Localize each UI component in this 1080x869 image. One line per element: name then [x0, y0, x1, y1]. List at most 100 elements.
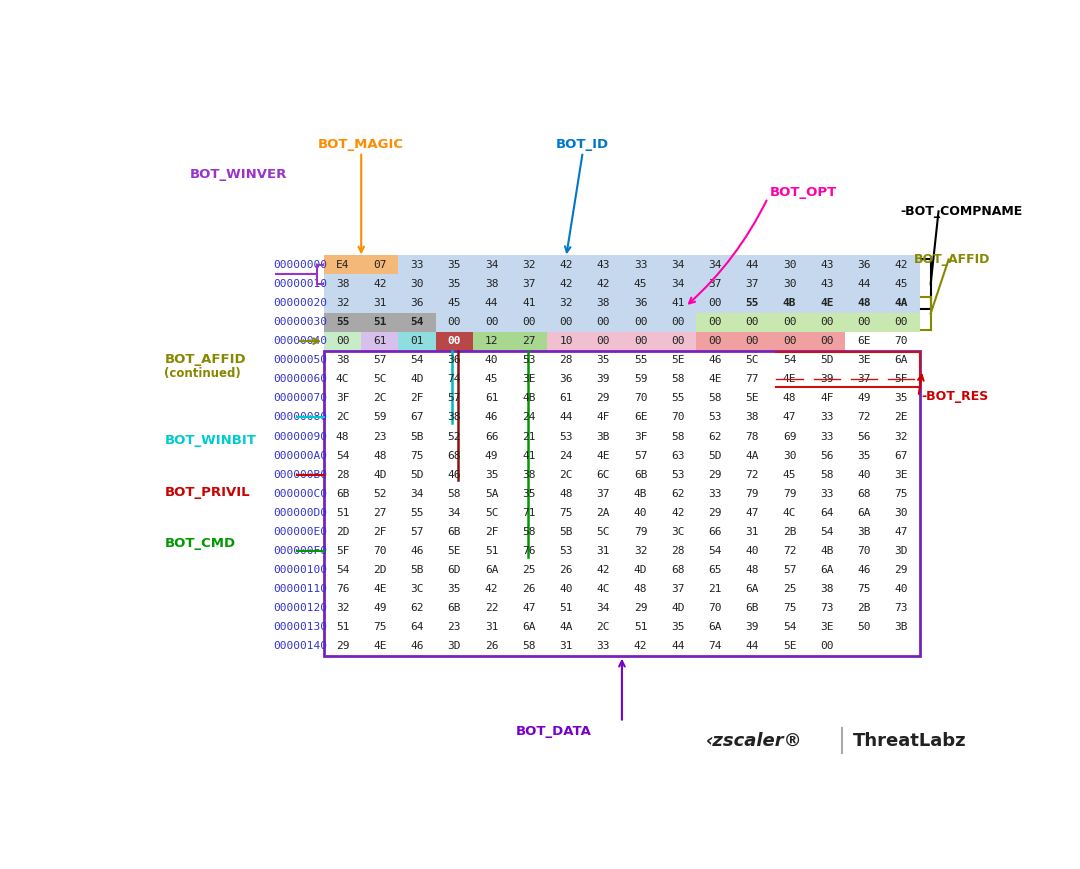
Text: 55: 55: [410, 507, 423, 518]
Text: 51: 51: [485, 546, 498, 556]
Text: 26: 26: [485, 641, 498, 651]
Text: 37: 37: [858, 375, 870, 384]
Text: 65: 65: [708, 565, 721, 575]
Text: 00: 00: [708, 298, 721, 308]
Text: 00: 00: [858, 317, 870, 327]
Text: 77: 77: [745, 375, 759, 384]
Text: BOT_CMD: BOT_CMD: [164, 537, 235, 550]
Text: 52: 52: [373, 488, 387, 499]
Text: 48: 48: [373, 450, 387, 461]
Text: 00000080: 00000080: [273, 413, 327, 422]
Text: 36: 36: [559, 375, 572, 384]
Text: 73: 73: [820, 603, 834, 614]
Text: 47: 47: [522, 603, 536, 614]
Text: 38: 38: [336, 279, 349, 289]
Text: 12: 12: [485, 336, 498, 346]
Text: 2C: 2C: [559, 469, 572, 480]
Text: 00: 00: [745, 317, 759, 327]
Text: 56: 56: [820, 450, 834, 461]
Text: 40: 40: [559, 584, 572, 594]
Text: 38: 38: [596, 298, 610, 308]
Text: 62: 62: [671, 488, 685, 499]
Text: 70: 70: [894, 336, 908, 346]
Text: 42: 42: [373, 279, 387, 289]
Text: 00: 00: [671, 336, 685, 346]
Text: 61: 61: [485, 394, 498, 403]
Bar: [324, 332, 361, 351]
Text: 35: 35: [858, 450, 870, 461]
Text: 000000F0: 000000F0: [273, 546, 327, 556]
Text: 2E: 2E: [894, 413, 908, 422]
Text: 00: 00: [634, 336, 647, 346]
Text: 26: 26: [559, 565, 572, 575]
Text: BOT_AFFID: BOT_AFFID: [164, 354, 246, 367]
Text: 26: 26: [522, 584, 536, 594]
Text: 00: 00: [596, 317, 610, 327]
Text: 2F: 2F: [485, 527, 498, 537]
Text: 46: 46: [708, 355, 721, 365]
Text: 46: 46: [447, 469, 461, 480]
Text: 6A: 6A: [485, 565, 498, 575]
Text: 75: 75: [858, 584, 870, 594]
Text: 37: 37: [708, 279, 721, 289]
Text: 00000120: 00000120: [273, 603, 327, 614]
Text: 79: 79: [783, 488, 796, 499]
Text: 67: 67: [410, 413, 423, 422]
Text: 57: 57: [373, 355, 387, 365]
Text: 10: 10: [559, 336, 572, 346]
Text: BOT_DATA: BOT_DATA: [515, 725, 592, 738]
Text: ‹zscaler®: ‹zscaler®: [706, 733, 802, 750]
Text: 4A: 4A: [559, 622, 572, 633]
Text: 46: 46: [858, 565, 870, 575]
Text: 54: 54: [410, 317, 423, 327]
Text: 21: 21: [708, 584, 721, 594]
Text: 68: 68: [447, 450, 461, 461]
Text: 53: 53: [522, 355, 536, 365]
Text: 29: 29: [596, 394, 610, 403]
Text: 6A: 6A: [820, 565, 834, 575]
Text: 2C: 2C: [373, 394, 387, 403]
Text: 5C: 5C: [596, 527, 610, 537]
Text: 6A: 6A: [522, 622, 536, 633]
Text: 39: 39: [820, 375, 834, 384]
Text: 4E: 4E: [596, 450, 610, 461]
Text: 44: 44: [559, 413, 572, 422]
Text: 5E: 5E: [447, 546, 461, 556]
Text: 57: 57: [783, 565, 796, 575]
Text: 000000A0: 000000A0: [273, 450, 327, 461]
Text: 00: 00: [522, 317, 536, 327]
Text: 68: 68: [858, 488, 870, 499]
Text: 30: 30: [783, 450, 796, 461]
Text: 000000C0: 000000C0: [273, 488, 327, 499]
Bar: [584, 332, 622, 351]
Text: 3E: 3E: [522, 375, 536, 384]
Text: 3E: 3E: [858, 355, 870, 365]
Text: 23: 23: [447, 622, 461, 633]
Text: 34: 34: [447, 507, 461, 518]
Text: 54: 54: [410, 355, 423, 365]
Text: 4E: 4E: [373, 641, 387, 651]
Text: 34: 34: [671, 260, 685, 270]
Text: 78: 78: [745, 432, 759, 441]
Text: 00000030: 00000030: [273, 317, 327, 327]
Text: 58: 58: [671, 432, 685, 441]
Text: 2D: 2D: [373, 565, 387, 575]
Text: 42: 42: [485, 584, 498, 594]
Text: 70: 70: [634, 394, 647, 403]
Text: 34: 34: [485, 260, 498, 270]
Text: 5C: 5C: [373, 375, 387, 384]
Text: 35: 35: [485, 469, 498, 480]
Text: 37: 37: [522, 279, 536, 289]
Text: 29: 29: [708, 507, 721, 518]
Text: 61: 61: [373, 336, 387, 346]
Text: 75: 75: [373, 622, 387, 633]
Text: 41: 41: [671, 298, 685, 308]
Bar: [399, 332, 435, 351]
Text: 00: 00: [447, 336, 461, 346]
Text: 58: 58: [708, 394, 721, 403]
Text: 35: 35: [596, 355, 610, 365]
Text: BOT_PRIVIL: BOT_PRIVIL: [164, 486, 249, 499]
Text: 38: 38: [336, 355, 349, 365]
Text: BOT_WINBIT: BOT_WINBIT: [164, 434, 256, 448]
Text: 3F: 3F: [336, 394, 349, 403]
